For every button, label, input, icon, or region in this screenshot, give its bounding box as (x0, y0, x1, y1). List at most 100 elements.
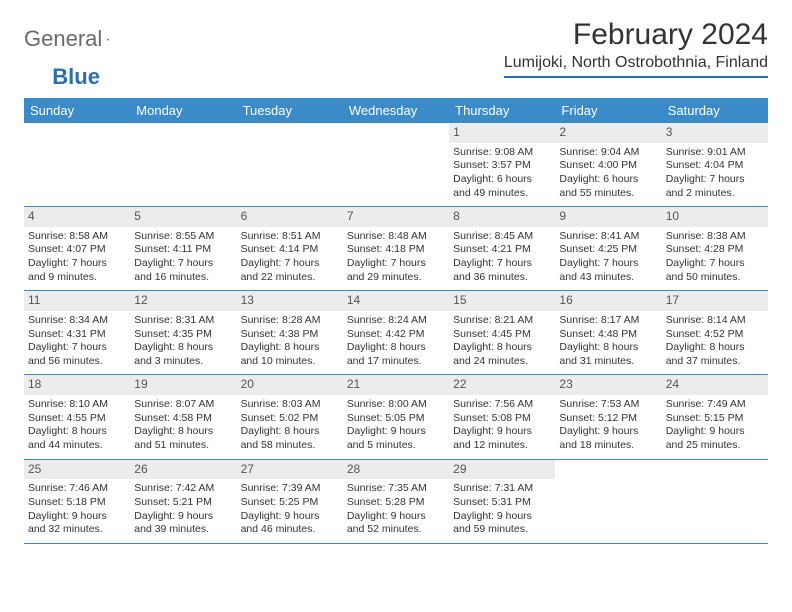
day-cell (662, 460, 768, 543)
day2-text: and 5 minutes. (347, 439, 445, 453)
sunset-text: Sunset: 5:21 PM (134, 496, 232, 510)
sunset-text: Sunset: 4:18 PM (347, 243, 445, 257)
sunset-text: Sunset: 4:42 PM (347, 328, 445, 342)
day2-text: and 55 minutes. (559, 187, 657, 201)
day-cell: 25Sunrise: 7:46 AMSunset: 5:18 PMDayligh… (24, 460, 130, 543)
day1-text: Daylight: 7 hours (666, 257, 764, 271)
sunrise-text: Sunrise: 9:04 AM (559, 146, 657, 160)
weekday-label: Thursday (449, 98, 555, 123)
sunset-text: Sunset: 4:07 PM (28, 243, 126, 257)
day1-text: Daylight: 7 hours (453, 257, 551, 271)
day-number: 14 (343, 291, 449, 311)
day-number: 6 (237, 207, 343, 227)
day1-text: Daylight: 6 hours (453, 173, 551, 187)
sunrise-text: Sunrise: 7:31 AM (453, 482, 551, 496)
day-cell: 26Sunrise: 7:42 AMSunset: 5:21 PMDayligh… (130, 460, 236, 543)
logo-triangle-icon (106, 28, 110, 50)
day-cell: 7Sunrise: 8:48 AMSunset: 4:18 PMDaylight… (343, 207, 449, 290)
day-number (555, 460, 661, 480)
day1-text: Daylight: 9 hours (559, 425, 657, 439)
sunset-text: Sunset: 4:35 PM (134, 328, 232, 342)
day2-text: and 44 minutes. (28, 439, 126, 453)
logo-text-blue: Blue (52, 64, 100, 90)
day-cell: 14Sunrise: 8:24 AMSunset: 4:42 PMDayligh… (343, 291, 449, 374)
sunset-text: Sunset: 4:28 PM (666, 243, 764, 257)
weekday-label: Sunday (24, 98, 130, 123)
day-cell: 11Sunrise: 8:34 AMSunset: 4:31 PMDayligh… (24, 291, 130, 374)
day-cell: 23Sunrise: 7:53 AMSunset: 5:12 PMDayligh… (555, 375, 661, 458)
sunrise-text: Sunrise: 8:55 AM (134, 230, 232, 244)
day-cell: 9Sunrise: 8:41 AMSunset: 4:25 PMDaylight… (555, 207, 661, 290)
week-row: 1Sunrise: 9:08 AMSunset: 3:57 PMDaylight… (24, 123, 768, 207)
day-number: 24 (662, 375, 768, 395)
day-cell (555, 460, 661, 543)
day2-text: and 51 minutes. (134, 439, 232, 453)
day2-text: and 32 minutes. (28, 523, 126, 537)
day-cell (130, 123, 236, 206)
sunrise-text: Sunrise: 7:56 AM (453, 398, 551, 412)
day1-text: Daylight: 9 hours (347, 510, 445, 524)
day-number (343, 123, 449, 143)
day-cell: 13Sunrise: 8:28 AMSunset: 4:38 PMDayligh… (237, 291, 343, 374)
sunrise-text: Sunrise: 9:08 AM (453, 146, 551, 160)
day-number: 16 (555, 291, 661, 311)
day-cell: 8Sunrise: 8:45 AMSunset: 4:21 PMDaylight… (449, 207, 555, 290)
day-number (662, 460, 768, 480)
sunrise-text: Sunrise: 7:46 AM (28, 482, 126, 496)
day-cell: 2Sunrise: 9:04 AMSunset: 4:00 PMDaylight… (555, 123, 661, 206)
day2-text: and 49 minutes. (453, 187, 551, 201)
sunset-text: Sunset: 5:25 PM (241, 496, 339, 510)
day-cell: 17Sunrise: 8:14 AMSunset: 4:52 PMDayligh… (662, 291, 768, 374)
day2-text: and 52 minutes. (347, 523, 445, 537)
day-cell: 18Sunrise: 8:10 AMSunset: 4:55 PMDayligh… (24, 375, 130, 458)
day-number: 3 (662, 123, 768, 143)
month-title: February 2024 (504, 18, 768, 52)
day-number: 22 (449, 375, 555, 395)
day-number: 12 (130, 291, 236, 311)
sunset-text: Sunset: 5:02 PM (241, 412, 339, 426)
day1-text: Daylight: 8 hours (241, 341, 339, 355)
day-number (237, 123, 343, 143)
day1-text: Daylight: 8 hours (453, 341, 551, 355)
sunrise-text: Sunrise: 8:00 AM (347, 398, 445, 412)
day-number: 15 (449, 291, 555, 311)
sunrise-text: Sunrise: 7:35 AM (347, 482, 445, 496)
day-cell: 22Sunrise: 7:56 AMSunset: 5:08 PMDayligh… (449, 375, 555, 458)
day2-text: and 24 minutes. (453, 355, 551, 369)
sunset-text: Sunset: 4:31 PM (28, 328, 126, 342)
day-cell: 19Sunrise: 8:07 AMSunset: 4:58 PMDayligh… (130, 375, 236, 458)
day1-text: Daylight: 7 hours (241, 257, 339, 271)
sunrise-text: Sunrise: 8:10 AM (28, 398, 126, 412)
day2-text: and 43 minutes. (559, 271, 657, 285)
day-number: 8 (449, 207, 555, 227)
day-number: 1 (449, 123, 555, 143)
week-row: 4Sunrise: 8:58 AMSunset: 4:07 PMDaylight… (24, 207, 768, 291)
day2-text: and 37 minutes. (666, 355, 764, 369)
day2-text: and 17 minutes. (347, 355, 445, 369)
day-number: 11 (24, 291, 130, 311)
day2-text: and 59 minutes. (453, 523, 551, 537)
day-number: 10 (662, 207, 768, 227)
day1-text: Daylight: 9 hours (453, 425, 551, 439)
sunrise-text: Sunrise: 8:48 AM (347, 230, 445, 244)
day-number: 13 (237, 291, 343, 311)
weekday-label: Wednesday (343, 98, 449, 123)
sunset-text: Sunset: 4:48 PM (559, 328, 657, 342)
weekday-label: Friday (555, 98, 661, 123)
day-cell: 6Sunrise: 8:51 AMSunset: 4:14 PMDaylight… (237, 207, 343, 290)
sunset-text: Sunset: 5:05 PM (347, 412, 445, 426)
day1-text: Daylight: 9 hours (347, 425, 445, 439)
day-number (130, 123, 236, 143)
sunset-text: Sunset: 4:38 PM (241, 328, 339, 342)
day2-text: and 56 minutes. (28, 355, 126, 369)
sunset-text: Sunset: 4:52 PM (666, 328, 764, 342)
sunset-text: Sunset: 5:12 PM (559, 412, 657, 426)
day2-text: and 22 minutes. (241, 271, 339, 285)
day-number: 26 (130, 460, 236, 480)
sunrise-text: Sunrise: 8:21 AM (453, 314, 551, 328)
day-number: 9 (555, 207, 661, 227)
day-cell: 10Sunrise: 8:38 AMSunset: 4:28 PMDayligh… (662, 207, 768, 290)
day1-text: Daylight: 7 hours (559, 257, 657, 271)
sunset-text: Sunset: 5:31 PM (453, 496, 551, 510)
day2-text: and 39 minutes. (134, 523, 232, 537)
